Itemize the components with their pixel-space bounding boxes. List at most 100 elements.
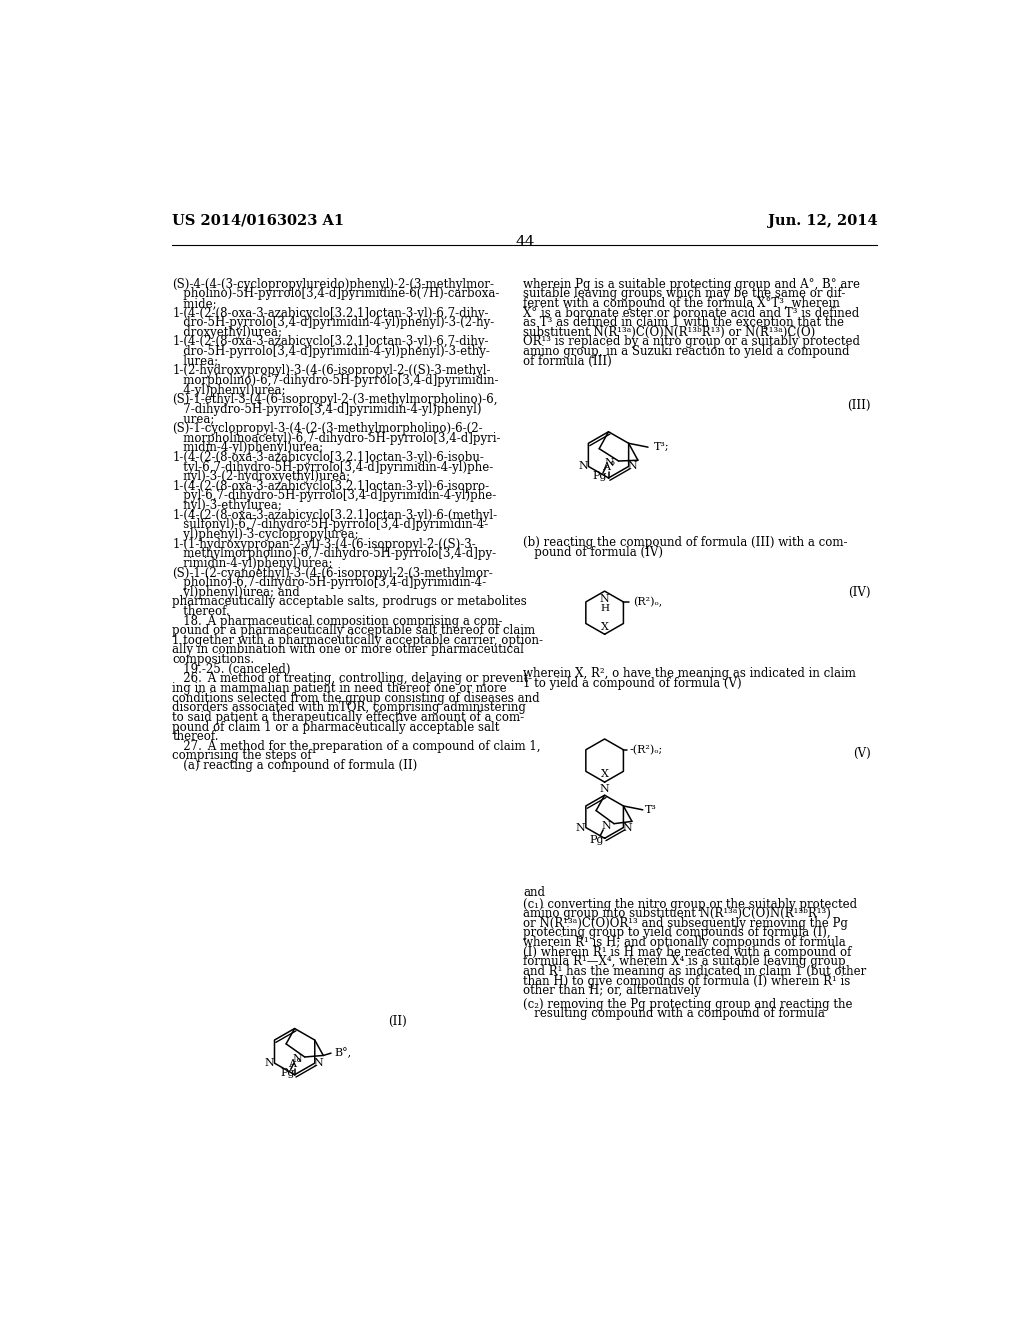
Text: rimidin-4-yl)phenyl)urea;: rimidin-4-yl)phenyl)urea; <box>172 557 333 570</box>
Text: substituent N(R¹³ᵃ)C(O)N(R¹³ᵇR¹³) or N(R¹³ᵃ)C(O): substituent N(R¹³ᵃ)C(O)N(R¹³ᵇR¹³) or N(R… <box>523 326 815 339</box>
Text: X: X <box>601 770 608 779</box>
Text: wherein X, R², o have the meaning as indicated in claim: wherein X, R², o have the meaning as ind… <box>523 667 856 680</box>
Text: thereof.: thereof. <box>172 730 219 743</box>
Text: (III): (III) <box>847 399 870 412</box>
Text: and: and <box>523 886 545 899</box>
Text: than H) to give compounds of formula (I) wherein R¹ is: than H) to give compounds of formula (I)… <box>523 974 851 987</box>
Text: N: N <box>575 822 586 833</box>
Text: (II): (II) <box>388 1015 407 1028</box>
Text: formula R¹—X⁴, wherein X⁴ is a suitable leaving group: formula R¹—X⁴, wherein X⁴ is a suitable … <box>523 956 846 969</box>
Text: (V): (V) <box>853 747 870 760</box>
Text: (S)-1-cyclopropyl-3-(4-(2-(3-methylmorpholino)-6-(2-: (S)-1-cyclopropyl-3-(4-(2-(3-methylmorph… <box>172 422 482 436</box>
Text: pharmaceutically acceptable salts, prodrugs or metabolites: pharmaceutically acceptable salts, prodr… <box>172 595 527 609</box>
Text: amino group into substituent N(R¹³ᵃ)C(O)N(R¹³ᵇR¹³): amino group into substituent N(R¹³ᵃ)C(O)… <box>523 907 831 920</box>
Text: and R¹ has the meaning as indicated in claim 1 (but other: and R¹ has the meaning as indicated in c… <box>523 965 866 978</box>
Text: lurea;: lurea; <box>172 355 218 368</box>
Text: compositions.: compositions. <box>172 653 254 667</box>
Text: 1-(4-(2-(8-oxa-3-azabicyclo[3.2.1]octan-3-yl)-6,7-dihy-: 1-(4-(2-(8-oxa-3-azabicyclo[3.2.1]octan-… <box>172 335 488 348</box>
Text: yl)phenyl)-3-cyclopropylurea;: yl)phenyl)-3-cyclopropylurea; <box>172 528 358 541</box>
Text: other than H; or, alternatively: other than H; or, alternatively <box>523 985 701 997</box>
Text: ferent with a compound of the formula X°T³, wherein: ferent with a compound of the formula X°… <box>523 297 840 310</box>
Text: comprising the steps of: comprising the steps of <box>172 750 311 763</box>
Text: N: N <box>601 821 611 832</box>
Text: midin-4-yl)phenyl)urea;: midin-4-yl)phenyl)urea; <box>172 441 324 454</box>
Text: T³;: T³; <box>654 442 670 453</box>
Text: (S)-4-(4-(3-cyclopropylureido)phenyl)-2-(3-methylmor-: (S)-4-(4-(3-cyclopropylureido)phenyl)-2-… <box>172 277 495 290</box>
Text: Pg: Pg <box>281 1068 295 1078</box>
Text: sulfonyl)-6,7-dihydro-5H-pyrrolo[3,4-d]pyrimidin-4-: sulfonyl)-6,7-dihydro-5H-pyrrolo[3,4-d]p… <box>172 519 488 532</box>
Text: conditions selected from the group consisting of diseases and: conditions selected from the group consi… <box>172 692 540 705</box>
Text: A°: A° <box>602 462 615 473</box>
Text: amino group, in a Suzuki reaction to yield a compound: amino group, in a Suzuki reaction to yie… <box>523 345 850 358</box>
Text: 1 to yield a compound of formula (V): 1 to yield a compound of formula (V) <box>523 677 741 689</box>
Text: of formula (III): of formula (III) <box>523 355 612 368</box>
Text: (a) reacting a compound of formula (II): (a) reacting a compound of formula (II) <box>172 759 418 772</box>
Text: pound of claim 1 or a pharmaceutically acceptable salt: pound of claim 1 or a pharmaceutically a… <box>172 721 500 734</box>
Text: 1 together with a pharmaceutically acceptable carrier, option-: 1 together with a pharmaceutically accep… <box>172 634 543 647</box>
Text: N: N <box>264 1059 274 1068</box>
Text: 1-(4-(2-(8-oxa-3-azabicyclo[3.2.1]octan-3-yl)-6-(methyl-: 1-(4-(2-(8-oxa-3-azabicyclo[3.2.1]octan-… <box>172 508 498 521</box>
Text: H: H <box>600 603 609 612</box>
Text: (I) wherein R¹ is H may be reacted with a compound of: (I) wherein R¹ is H may be reacted with … <box>523 945 852 958</box>
Text: B°,: B°, <box>334 1048 351 1059</box>
Text: 27. A method for the preparation of a compound of claim 1,: 27. A method for the preparation of a co… <box>172 739 541 752</box>
Text: suitable leaving groups which may be the same or dif-: suitable leaving groups which may be the… <box>523 288 846 301</box>
Text: US 2014/0163023 A1: US 2014/0163023 A1 <box>172 214 344 228</box>
Text: droxyethyl)urea;: droxyethyl)urea; <box>172 326 283 339</box>
Text: Jun. 12, 2014: Jun. 12, 2014 <box>768 214 878 228</box>
Text: thereof.: thereof. <box>172 605 230 618</box>
Text: (c₂) removing the Pg protecting group and reacting the: (c₂) removing the Pg protecting group an… <box>523 998 853 1011</box>
Text: 1-(4-(2-(8-oxa-3-azabicyclo[3.2.1]octan-3-yl)-6-isopro-: 1-(4-(2-(8-oxa-3-azabicyclo[3.2.1]octan-… <box>172 480 489 492</box>
Text: N: N <box>313 1059 324 1068</box>
Text: 7-dihydro-5H-pyrrolo[3,4-d]pyrimidin-4-yl)phenyl): 7-dihydro-5H-pyrrolo[3,4-d]pyrimidin-4-y… <box>172 403 481 416</box>
Text: methylmorpholino)-6,7-dihydro-5H-pyrrolo[3,4-d]py-: methylmorpholino)-6,7-dihydro-5H-pyrrolo… <box>172 548 497 560</box>
Text: disorders associated with mTOR, comprising administering: disorders associated with mTOR, comprisi… <box>172 701 526 714</box>
Text: T³: T³ <box>645 805 657 814</box>
Text: N: N <box>600 594 609 603</box>
Text: 19.-25. (canceled): 19.-25. (canceled) <box>172 663 291 676</box>
Text: N: N <box>579 462 588 471</box>
Text: X° is a boronate ester or boronate acid and T³ is defined: X° is a boronate ester or boronate acid … <box>523 306 859 319</box>
Text: pholino)-5H-pyrrolo[3,4-d]pyrimidine-6(7H)-carboxa-: pholino)-5H-pyrrolo[3,4-d]pyrimidine-6(7… <box>172 288 500 301</box>
Text: -(R²)ₒ;: -(R²)ₒ; <box>630 744 663 755</box>
Text: OR¹³ is replaced by a nitro group or a suitably protected: OR¹³ is replaced by a nitro group or a s… <box>523 335 860 348</box>
Text: (R²)ₒ,: (R²)ₒ, <box>634 597 663 607</box>
Text: 1-(1-hydroxypropan-2-yl)-3-(4-(6-isopropyl-2-((S)-3-: 1-(1-hydroxypropan-2-yl)-3-(4-(6-isoprop… <box>172 537 476 550</box>
Text: morpholino)-6,7-dihydro-5H-pyrrolo[3,4-d]pyrimidin-: morpholino)-6,7-dihydro-5H-pyrrolo[3,4-d… <box>172 374 499 387</box>
Text: N: N <box>600 784 609 793</box>
Text: nyl)-3-(2-hydroxyethyl)urea;: nyl)-3-(2-hydroxyethyl)urea; <box>172 470 350 483</box>
Text: Pg: Pg <box>590 834 604 845</box>
Text: 18. A pharmaceutical composition comprising a com-: 18. A pharmaceutical composition compris… <box>172 615 503 627</box>
Text: N: N <box>623 822 632 833</box>
Text: protecting group to yield compounds of formula (I),: protecting group to yield compounds of f… <box>523 927 830 940</box>
Text: 4-yl)phenyl)urea;: 4-yl)phenyl)urea; <box>172 384 286 396</box>
Text: 1-(4-(2-(8-oxa-3-azabicyclo[3.2.1]octan-3-yl)-6-isobu-: 1-(4-(2-(8-oxa-3-azabicyclo[3.2.1]octan-… <box>172 451 484 465</box>
Text: 26. A method of treating, controlling, delaying or prevent-: 26. A method of treating, controlling, d… <box>172 672 532 685</box>
Text: Pg: Pg <box>593 471 607 482</box>
Text: ing in a mammalian patient in need thereof one or more: ing in a mammalian patient in need there… <box>172 682 507 696</box>
Text: N: N <box>292 1055 302 1064</box>
Text: pholino)-6,7-dihydro-5H-pyrrolo[3,4-d]pyrimidin-4-: pholino)-6,7-dihydro-5H-pyrrolo[3,4-d]py… <box>172 576 486 589</box>
Text: (c₁) converting the nitro group or the suitably protected: (c₁) converting the nitro group or the s… <box>523 898 857 911</box>
Text: tyl-6,7-dihydro-5H-pyrrolo[3,4-d]pyrimidin-4-yl)phe-: tyl-6,7-dihydro-5H-pyrrolo[3,4-d]pyrimid… <box>172 461 494 474</box>
Text: N: N <box>604 458 614 467</box>
Text: or N(R¹³ᵃ)C(O)OR¹³ and subsequently removing the Pg: or N(R¹³ᵃ)C(O)OR¹³ and subsequently remo… <box>523 917 848 929</box>
Text: wherein R¹ is H; and optionally compounds of formula: wherein R¹ is H; and optionally compound… <box>523 936 846 949</box>
Text: mide;: mide; <box>172 297 217 310</box>
Text: wherein Pg is a suitable protecting group and A°, B° are: wherein Pg is a suitable protecting grou… <box>523 277 860 290</box>
Text: (b) reacting the compound of formula (III) with a com-: (b) reacting the compound of formula (II… <box>523 536 848 549</box>
Text: pound or a pharmaceutically acceptable salt thereof of claim: pound or a pharmaceutically acceptable s… <box>172 624 536 638</box>
Text: pyl-6,7-dihydro-5H-pyrrolo[3,4-d]pyrimidin-4-yl)phe-: pyl-6,7-dihydro-5H-pyrrolo[3,4-d]pyrimid… <box>172 490 497 503</box>
Text: X: X <box>601 622 608 631</box>
Text: dro-5H-pyrrolo[3,4-d]pyrimidin-4-yl)phenyl)-3-ethy-: dro-5H-pyrrolo[3,4-d]pyrimidin-4-yl)phen… <box>172 345 490 358</box>
Text: dro-5H-pyrrolo[3,4-d]pyrimidin-4-yl)phenyl)-3-(2-hy-: dro-5H-pyrrolo[3,4-d]pyrimidin-4-yl)phen… <box>172 317 495 329</box>
Text: (S)-1-(2-cyanoethyl)-3-(4-(6-isopropyl-2-(3-methylmor-: (S)-1-(2-cyanoethyl)-3-(4-(6-isopropyl-2… <box>172 566 493 579</box>
Text: nyl)-3-ethylurea;: nyl)-3-ethylurea; <box>172 499 282 512</box>
Text: N: N <box>628 462 637 471</box>
Text: yl)phenyl)urea; and: yl)phenyl)urea; and <box>172 586 300 599</box>
Text: 1-(2-hydroxypropyl)-3-(4-(6-isopropyl-2-((S)-3-methyl-: 1-(2-hydroxypropyl)-3-(4-(6-isopropyl-2-… <box>172 364 490 378</box>
Text: pound of formula (IV): pound of formula (IV) <box>523 545 664 558</box>
Text: as T³ as defined in claim 1 with the exception that the: as T³ as defined in claim 1 with the exc… <box>523 317 844 329</box>
Text: (IV): (IV) <box>848 586 870 599</box>
Text: 1-(4-(2-(8-oxa-3-azabicyclo[3.2.1]octan-3-yl)-6,7-dihy-: 1-(4-(2-(8-oxa-3-azabicyclo[3.2.1]octan-… <box>172 306 488 319</box>
